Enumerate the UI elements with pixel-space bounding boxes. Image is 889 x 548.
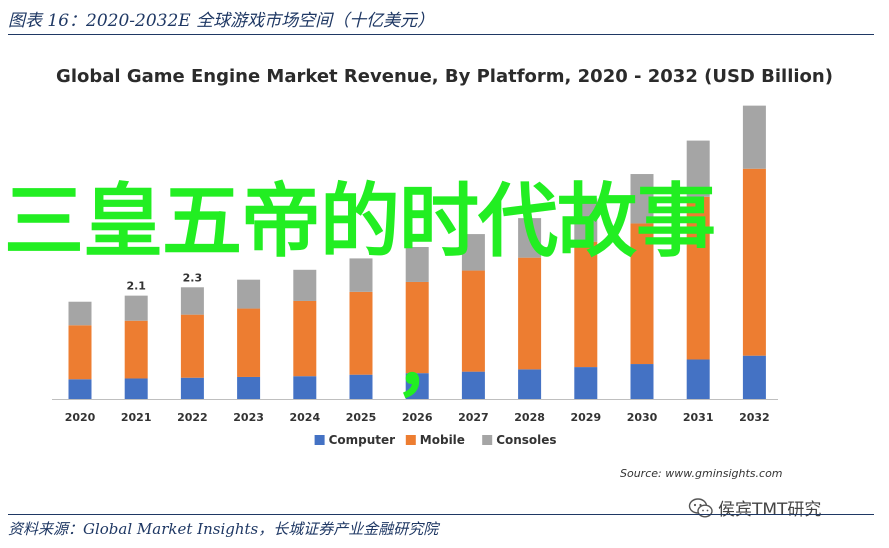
bar-mobile-2024 (293, 300, 317, 377)
bar-consoles-2024 (293, 269, 317, 301)
bar-mobile-2023 (237, 308, 261, 377)
bar-computer-2031 (686, 359, 710, 399)
bar-computer-2032 (742, 355, 766, 399)
bar-mobile-2027 (461, 270, 485, 372)
x-tick-label: 2020 (65, 411, 96, 424)
bar-consoles-2028 (518, 218, 542, 258)
footer-rule (8, 514, 874, 515)
bar-mobile-2028 (518, 257, 542, 370)
overlay-text: 三皇五帝的时代故事 (4, 175, 716, 268)
x-tick-label: 2023 (233, 411, 264, 424)
bar-consoles-2026 (405, 247, 429, 282)
footer-source: 资料来源：Global Market Insights，长城证券产业金融研究院 (8, 520, 439, 538)
bar-computer-2024 (293, 376, 317, 399)
watermark: 侯宾TMT研究 (688, 495, 821, 520)
x-tick-label: 2030 (627, 411, 658, 424)
x-tick-label: 2032 (739, 411, 770, 424)
x-tick-label: 2021 (121, 411, 152, 424)
bar-computer-2023 (237, 376, 261, 399)
bar-consoles-2021 (124, 295, 148, 321)
x-tick-label: 2027 (458, 411, 489, 424)
bar-computer-2025 (349, 374, 373, 399)
legend-swatch-consoles (482, 435, 493, 445)
bar-consoles-2020 (68, 301, 92, 326)
bar-consoles-2027 (461, 234, 485, 271)
legend-swatch-computer (314, 435, 325, 445)
bar-computer-2029 (574, 367, 598, 399)
bar-computer-2027 (461, 371, 485, 399)
bar-mobile-2026 (405, 281, 429, 374)
x-tick-label: 2022 (177, 411, 208, 424)
bar-mobile-2020 (68, 325, 92, 380)
figure-caption: 图表 16：2020-2032E 全球游戏市场空间（十亿美元） (8, 11, 435, 31)
bar-computer-2022 (180, 377, 204, 399)
x-tick-label: 2026 (402, 411, 433, 424)
bar-mobile-2029 (574, 241, 598, 368)
x-tick-label: 2024 (289, 411, 320, 424)
bar-computer-2020 (68, 379, 92, 399)
x-tick-label: 2028 (514, 411, 545, 424)
data-label: 2.1 (126, 280, 146, 293)
x-tick-label: 2031 (683, 411, 714, 424)
legend-swatch-mobile (405, 435, 416, 445)
bar-mobile-2021 (124, 320, 148, 379)
bar-computer-2030 (630, 364, 654, 399)
x-tick-label: 2029 (570, 411, 601, 424)
legend-label-mobile: Mobile (420, 433, 465, 447)
bar-consoles-2023 (237, 279, 261, 309)
wechat-icon (688, 497, 713, 518)
legend-label-computer: Computer (329, 433, 396, 447)
data-label: 2.3 (183, 271, 203, 284)
bar-consoles-2022 (180, 287, 204, 315)
bar-consoles-2032 (742, 105, 766, 169)
chart-title: Global Game Engine Market Revenue, By Pl… (56, 66, 833, 87)
bar-consoles-2025 (349, 258, 373, 292)
bar-mobile-2025 (349, 291, 373, 375)
bar-computer-2028 (518, 369, 542, 399)
bar-consoles-2029 (574, 198, 598, 242)
x-tick-label: 2025 (346, 411, 377, 424)
caption-rule (8, 34, 874, 35)
bar-mobile-2030 (630, 223, 654, 365)
overlay-comma: ， (395, 324, 465, 406)
bar-consoles-2031 (686, 140, 710, 197)
bar-mobile-2032 (742, 168, 766, 356)
bar-computer-2021 (124, 378, 148, 399)
watermark-text: 侯宾TMT研究 (718, 500, 822, 520)
bar-consoles-2030 (630, 174, 654, 224)
bar-mobile-2031 (686, 196, 710, 360)
bar-mobile-2022 (180, 314, 204, 378)
bar-computer-2026 (405, 373, 429, 399)
source-note: Source: www.gminsights.com (620, 467, 783, 480)
legend-label-consoles: Consoles (496, 433, 556, 447)
